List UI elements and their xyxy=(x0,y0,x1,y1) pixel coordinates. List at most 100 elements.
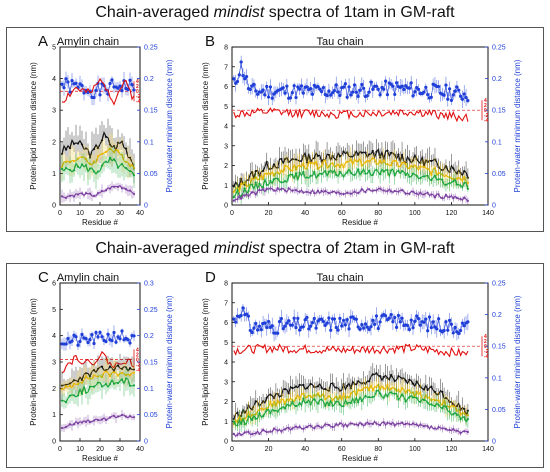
data-point xyxy=(404,391,407,394)
data-point xyxy=(294,95,298,100)
data-point xyxy=(419,391,422,394)
y2-tick-label: 0.1 xyxy=(492,139,502,146)
data-point xyxy=(324,423,327,426)
data-point xyxy=(352,83,357,87)
data-point xyxy=(269,179,272,183)
data-point xyxy=(266,95,271,99)
data-point xyxy=(396,313,400,318)
data-point xyxy=(292,316,296,320)
y-tick-label: 3 xyxy=(52,360,56,367)
data-point xyxy=(240,433,243,436)
data-point xyxy=(88,421,92,424)
data-point xyxy=(397,190,400,193)
data-point xyxy=(252,326,256,330)
x-tick-label: 60 xyxy=(338,446,346,453)
data-point xyxy=(232,185,235,188)
data-point xyxy=(80,381,84,384)
data-point xyxy=(384,79,388,83)
data-point xyxy=(336,328,340,332)
data-point xyxy=(232,77,236,81)
data-point xyxy=(64,401,68,404)
data-point xyxy=(433,404,437,408)
data-point xyxy=(116,166,120,169)
data-point xyxy=(400,84,404,88)
data-point xyxy=(303,318,307,322)
data-point xyxy=(128,367,132,370)
data-point xyxy=(305,315,309,320)
data-point xyxy=(96,418,100,422)
data-point xyxy=(342,404,345,408)
data-point xyxy=(84,191,88,195)
data-point xyxy=(459,197,462,201)
data-point xyxy=(64,77,68,81)
data-point xyxy=(100,164,104,167)
data-point xyxy=(290,323,294,327)
data-point xyxy=(66,80,70,84)
data-point xyxy=(455,429,459,432)
data-point xyxy=(124,188,128,191)
data-point xyxy=(118,337,122,341)
data-point xyxy=(84,374,88,378)
data-point xyxy=(60,426,64,430)
data-point xyxy=(345,95,349,99)
data-point xyxy=(96,381,100,384)
data-point xyxy=(394,325,399,329)
data-point xyxy=(66,336,70,341)
data-point xyxy=(325,93,329,98)
data-point xyxy=(393,315,397,320)
data-point xyxy=(232,196,235,199)
top-section-title: Chain-averaged mindist spectra of 1tam i… xyxy=(0,4,550,22)
data-point xyxy=(376,87,380,91)
x-tick-label: 140 xyxy=(482,446,494,453)
data-point xyxy=(98,330,102,334)
data-point xyxy=(415,192,418,195)
data-point xyxy=(298,425,301,428)
y-tick-label: 5 xyxy=(52,45,56,52)
data-point xyxy=(62,86,66,90)
y-tick-label: 0 xyxy=(52,439,56,446)
data-point xyxy=(375,389,378,393)
data-point xyxy=(389,190,393,193)
data-point xyxy=(382,421,385,424)
data-point xyxy=(130,83,134,87)
data-point xyxy=(342,175,345,178)
data-point xyxy=(312,316,316,321)
y-tick-label: 7 xyxy=(224,300,228,307)
y-tick-label: 5 xyxy=(52,307,56,314)
data-point xyxy=(92,95,96,100)
data-point xyxy=(424,85,428,89)
data-point xyxy=(430,403,433,406)
data-point xyxy=(316,154,320,157)
data-point xyxy=(419,423,422,426)
data-point xyxy=(384,314,388,318)
charge-tick-label: -2 xyxy=(136,94,141,100)
data-point xyxy=(100,418,104,421)
data-point xyxy=(120,378,124,381)
data-point xyxy=(411,326,415,330)
data-point xyxy=(70,78,74,83)
data-point xyxy=(104,418,108,422)
data-point xyxy=(76,343,80,347)
data-point xyxy=(251,432,254,436)
data-point xyxy=(397,398,400,401)
data-point xyxy=(259,90,263,94)
data-point xyxy=(426,167,429,170)
data-point xyxy=(459,418,462,421)
data-point xyxy=(280,181,283,184)
data-point xyxy=(459,432,462,435)
data-point xyxy=(128,341,132,345)
data-point xyxy=(419,165,422,168)
data-point xyxy=(382,189,385,192)
data-point xyxy=(411,94,415,98)
data-point xyxy=(299,84,304,88)
data-point xyxy=(455,183,459,186)
data-point xyxy=(124,147,128,150)
data-point xyxy=(283,324,287,328)
data-point xyxy=(408,378,411,381)
data-point xyxy=(360,388,363,392)
data-point xyxy=(419,177,422,180)
data-point xyxy=(331,382,334,385)
data-point xyxy=(239,313,243,318)
data-point xyxy=(327,395,331,398)
data-point xyxy=(451,93,455,97)
